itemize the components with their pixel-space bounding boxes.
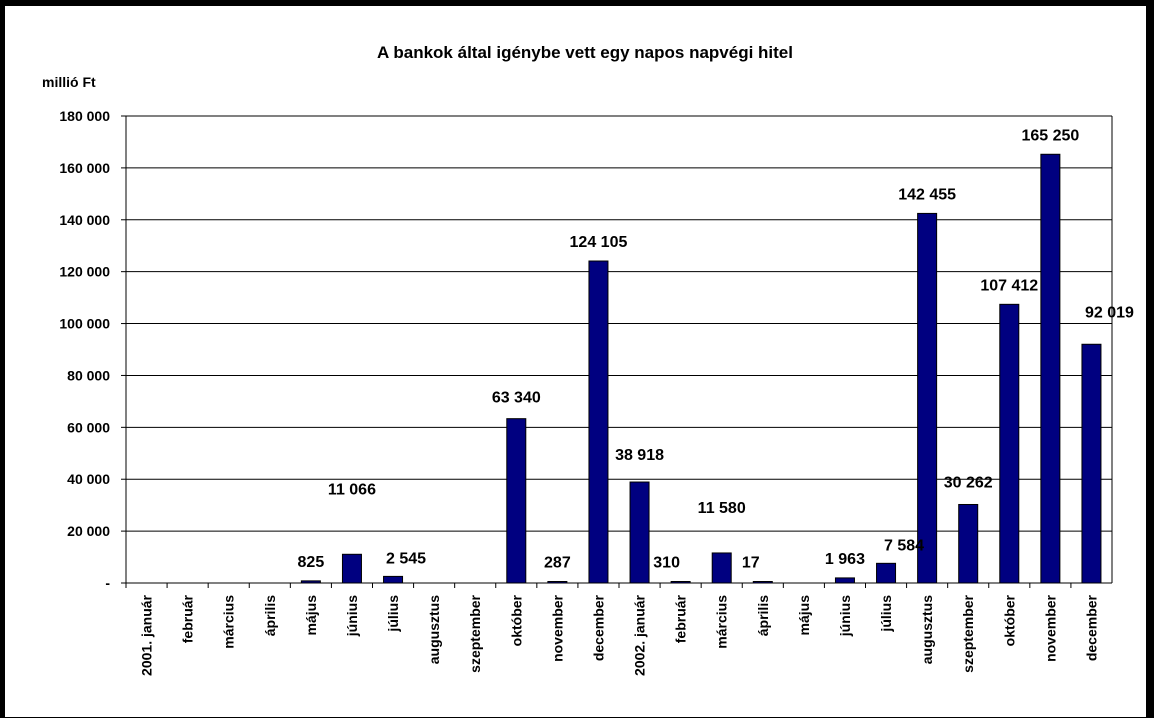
data-label: 63 340 xyxy=(492,390,541,407)
x-tick-label: október xyxy=(508,594,524,646)
x-tick-label: augusztus xyxy=(426,595,442,664)
bar xyxy=(629,481,650,584)
bar xyxy=(711,552,732,584)
data-label: 92 019 xyxy=(1085,304,1134,321)
data-label: 7 584 xyxy=(884,537,924,554)
x-tick-label: július xyxy=(878,595,894,633)
axes xyxy=(121,115,1113,588)
x-tick-label: 2001. január xyxy=(139,594,155,675)
data-label: 11 066 xyxy=(328,481,376,498)
bar xyxy=(999,303,1020,584)
data-labels: 825 11 066 2 545 63 340 287 124 105 38 918 310 1… xyxy=(298,127,1135,571)
bar xyxy=(1081,343,1102,584)
x-tick-label: augusztus xyxy=(919,595,935,664)
x-tick-label: február xyxy=(180,594,196,643)
data-label: 825 xyxy=(298,554,325,571)
bar xyxy=(1040,153,1061,584)
bar xyxy=(383,575,404,584)
y-tick-label: 180 000 xyxy=(59,108,110,124)
y-tick-label: 160 000 xyxy=(59,160,110,176)
x-tick-label: július xyxy=(385,595,401,633)
bar xyxy=(876,562,897,584)
y-tick-label: 100 000 xyxy=(59,316,110,332)
data-label: 165 250 xyxy=(1021,127,1079,144)
y-axis-label: millió Ft xyxy=(42,74,96,90)
y-tick-label: 40 000 xyxy=(67,471,110,487)
x-tick-label: szeptember xyxy=(960,594,976,672)
x-tick-labels: 2001. január február március április május jú… xyxy=(139,594,1100,675)
x-tick-label: április xyxy=(755,595,771,636)
y-tick-label: 120 000 xyxy=(59,264,110,280)
gridlines xyxy=(126,115,1112,532)
bar xyxy=(588,260,609,584)
y-tick-labels: - 20 000 40 000 60 000 80 000 100 000 120 000 1… xyxy=(59,108,110,591)
data-label: 287 xyxy=(544,555,571,572)
y-tick-label: - xyxy=(105,575,110,591)
bar xyxy=(917,212,938,584)
x-tick-label: április xyxy=(262,595,278,636)
data-label: 107 412 xyxy=(980,277,1038,294)
x-tick-label: október xyxy=(1001,594,1017,646)
x-tick-label: március xyxy=(714,595,730,649)
data-label: 310 xyxy=(653,555,680,572)
y-tick-label: 60 000 xyxy=(67,419,110,435)
y-tick-label: 80 000 xyxy=(67,367,110,383)
bars xyxy=(300,153,1102,584)
x-tick-label: 2002. január xyxy=(632,594,648,675)
bar xyxy=(834,577,855,584)
data-label: 1 963 xyxy=(825,551,865,568)
data-label: 142 455 xyxy=(898,186,956,203)
x-tick-label: december xyxy=(1083,594,1099,661)
x-tick-label: december xyxy=(590,594,606,661)
bar xyxy=(341,553,362,584)
y-tick-label: 20 000 xyxy=(67,523,110,539)
x-tick-label: szeptember xyxy=(467,594,483,672)
data-label: 38 918 xyxy=(615,447,664,464)
data-label: 124 105 xyxy=(570,234,628,251)
data-label: 17 xyxy=(742,555,760,572)
x-tick-label: június xyxy=(837,595,853,637)
data-label: 11 580 xyxy=(698,500,746,517)
x-tick-label: november xyxy=(549,594,565,661)
x-tick-label: június xyxy=(344,595,360,637)
chart-title: A bankok által igénybe vett egy napos na… xyxy=(377,43,793,62)
x-tick-label: március xyxy=(221,595,237,649)
bar xyxy=(506,418,527,584)
data-label: 2 545 xyxy=(386,550,426,567)
x-tick-label: május xyxy=(303,595,319,636)
x-tick-label: február xyxy=(673,594,689,643)
data-label: 30 262 xyxy=(944,474,993,491)
x-tick-label: május xyxy=(796,595,812,636)
bar xyxy=(958,503,979,584)
y-tick-label: 140 000 xyxy=(59,212,110,228)
x-tick-label: november xyxy=(1042,594,1058,661)
